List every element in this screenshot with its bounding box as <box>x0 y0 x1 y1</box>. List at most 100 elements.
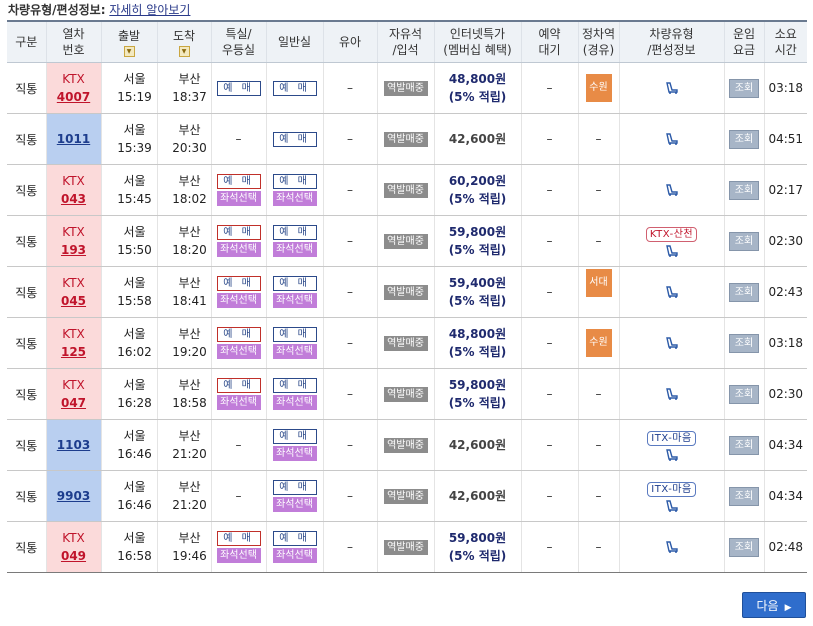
fare-cell: 조회 <box>723 215 764 267</box>
special-seat-select-button[interactable]: 좌석선택 <box>216 344 261 359</box>
train-number[interactable]: 047 <box>60 396 87 410</box>
general-seat-select-button[interactable]: 좌석선택 <box>272 191 317 206</box>
stop-station-badge[interactable]: 서대구 <box>585 268 612 316</box>
special-reserve-button[interactable]: 예 매 <box>216 531 261 546</box>
reserve-wait-cell: – <box>520 62 578 114</box>
special-seat-select-button[interactable]: 좌석선택 <box>216 395 261 410</box>
general-seat-select-button[interactable]: 좌석선택 <box>272 242 317 257</box>
fare-view-button[interactable]: 조회 <box>729 435 759 455</box>
train-car-icon[interactable] <box>620 286 724 298</box>
train-number[interactable]: 125 <box>60 345 87 359</box>
departure-time: 15:58 <box>117 294 152 308</box>
fare-view-button[interactable]: 조회 <box>729 129 759 149</box>
train-car-icon[interactable] <box>620 133 724 145</box>
train-car-icon[interactable] <box>620 448 724 461</box>
col-departure[interactable]: 출발 ▼ <box>100 20 157 63</box>
train-number[interactable]: 1103 <box>56 438 91 452</box>
train-number-cell[interactable]: 1103 <box>45 419 101 471</box>
train-car-icon[interactable] <box>620 82 724 94</box>
duration: 03:18 <box>763 62 807 114</box>
general-reserve-button[interactable]: 예 매 <box>272 225 317 240</box>
infant-none: – <box>347 183 353 197</box>
vehicle-type-badge[interactable]: ITX-마음 <box>647 481 696 497</box>
train-number-cell[interactable]: 1011 <box>45 113 101 165</box>
fare-view-button[interactable]: 조회 <box>729 333 759 353</box>
general-seat-select-button[interactable]: 좌석선택 <box>272 293 317 308</box>
general-reserve-button[interactable]: 예 매 <box>272 429 317 444</box>
infant-none: – <box>347 81 353 95</box>
train-number[interactable]: 1011 <box>56 132 91 146</box>
train-number[interactable]: 045 <box>60 294 87 308</box>
next-button[interactable]: 다음 ▶ <box>742 592 806 618</box>
fare-view-button[interactable]: 조회 <box>729 78 759 98</box>
special-reserve-button[interactable]: 예 매 <box>216 80 261 96</box>
general-reserve-button[interactable]: 예 매 <box>272 80 317 96</box>
train-car-icon[interactable] <box>620 244 724 257</box>
special-reserve-button[interactable]: 예 매 <box>216 174 261 189</box>
vehicle-type-badge[interactable]: KTX-산천 <box>645 226 698 242</box>
vehicle-info-detail-link[interactable]: 자세히 알아보기 <box>109 3 191 17</box>
general-reserve-button[interactable]: 예 매 <box>272 276 317 291</box>
col-arrival[interactable]: 도착 ▼ <box>156 20 211 63</box>
train-number-cell[interactable]: 9903 <box>45 470 101 522</box>
special-reserve-button[interactable]: 예 매 <box>216 225 261 240</box>
reserve-wait-cell: – <box>520 164 578 216</box>
duration: 02:30 <box>763 368 807 420</box>
train-number-cell[interactable]: KTX 4007 <box>45 62 101 114</box>
train-car-icon[interactable] <box>620 541 724 553</box>
special-seat-select-button[interactable]: 좌석선택 <box>216 293 261 308</box>
reserve-wait-none: – <box>546 336 553 350</box>
special-seat-select-button[interactable]: 좌석선택 <box>216 548 261 563</box>
departure-cell: 서울 16:58 <box>100 521 157 573</box>
general-seat-select-button[interactable]: 좌석선택 <box>272 395 317 410</box>
vehicle-type-badge[interactable]: ITX-마음 <box>647 430 696 446</box>
sort-down-icon[interactable]: ▼ <box>178 45 190 57</box>
train-number[interactable]: 9903 <box>56 489 91 503</box>
special-reserve-button[interactable]: 예 매 <box>216 327 261 342</box>
fare-view-button[interactable]: 조회 <box>729 486 759 506</box>
train-car-icon[interactable] <box>620 337 724 349</box>
general-reserve-button[interactable]: 예 매 <box>272 131 317 147</box>
stop-station-badge[interactable]: 수원 <box>585 329 612 357</box>
stop-station-badge[interactable]: 수원 <box>585 74 612 102</box>
train-car-icon[interactable] <box>620 184 724 196</box>
sort-down-icon[interactable]: ▼ <box>123 45 135 57</box>
general-reserve-button[interactable]: 예 매 <box>272 480 317 495</box>
row-type: 직통 <box>7 521 46 573</box>
general-reserve-button[interactable]: 예 매 <box>272 174 317 189</box>
train-number-cell[interactable]: KTX 049 <box>45 521 101 573</box>
train-number-cell[interactable]: KTX 125 <box>45 317 101 369</box>
special-seat-select-button[interactable]: 좌석선택 <box>216 242 261 257</box>
general-reserve-button[interactable]: 예 매 <box>272 327 317 342</box>
train-number-cell[interactable]: KTX 193 <box>45 215 101 267</box>
internet-price: 48,800원 <box>448 72 507 86</box>
fare-view-button[interactable]: 조회 <box>729 537 759 557</box>
special-reserve-button[interactable]: 예 매 <box>216 276 261 291</box>
general-reserve-button[interactable]: 예 매 <box>272 378 317 393</box>
train-number[interactable]: 4007 <box>56 90 91 104</box>
train-car-icon[interactable] <box>620 388 724 400</box>
train-number[interactable]: 049 <box>60 549 87 563</box>
general-reserve-button[interactable]: 예 매 <box>272 531 317 546</box>
train-car-icon[interactable] <box>620 499 724 512</box>
general-seat-select-button[interactable]: 좌석선택 <box>272 446 317 461</box>
reserve-wait-cell: – <box>520 368 578 420</box>
train-number[interactable]: 043 <box>60 192 87 206</box>
infant-cell: – <box>322 164 377 216</box>
fare-view-button[interactable]: 조회 <box>729 231 759 251</box>
train-number[interactable]: 193 <box>60 243 87 257</box>
infant-cell: – <box>322 317 377 369</box>
train-number-cell[interactable]: KTX 043 <box>45 164 101 216</box>
fare-view-button[interactable]: 조회 <box>729 180 759 200</box>
train-number-cell[interactable]: KTX 047 <box>45 368 101 420</box>
special-seat-select-button[interactable]: 좌석선택 <box>216 191 261 206</box>
fare-view-button[interactable]: 조회 <box>729 384 759 404</box>
fare-view-button[interactable]: 조회 <box>729 282 759 302</box>
general-seat-select-button[interactable]: 좌석선택 <box>272 548 317 563</box>
special-reserve-button[interactable]: 예 매 <box>216 378 261 393</box>
general-seat-select-button[interactable]: 좌석선택 <box>272 344 317 359</box>
train-number-cell[interactable]: KTX 045 <box>45 266 101 318</box>
general-seat-select-button[interactable]: 좌석선택 <box>272 497 317 512</box>
